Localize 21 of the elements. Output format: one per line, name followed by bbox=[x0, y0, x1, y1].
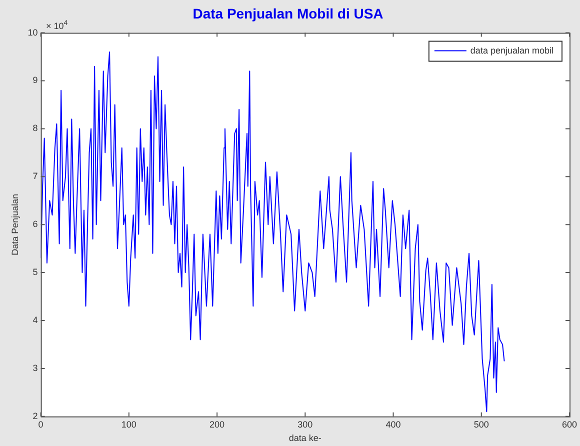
y-tick-label: 4 bbox=[32, 314, 38, 325]
x-tick-label: 200 bbox=[210, 419, 225, 430]
y-tick-label: 6 bbox=[32, 219, 38, 230]
y-tick-label: 7 bbox=[32, 171, 38, 182]
x-tick-label: 100 bbox=[121, 419, 136, 430]
chart-title: Data Penjualan Mobil di USA bbox=[192, 5, 384, 22]
x-tick-label: 600 bbox=[562, 419, 578, 430]
y-tick-label: 9 bbox=[32, 75, 38, 86]
x-tick-label: 500 bbox=[474, 419, 489, 430]
y-tick-label: 10 bbox=[28, 27, 38, 38]
x-tick-label: 300 bbox=[298, 419, 313, 430]
y-tick-label: 2 bbox=[32, 410, 38, 421]
x-tick-label: 400 bbox=[386, 419, 401, 430]
x-tick-label: 0 bbox=[38, 419, 44, 430]
y-axis-title: Data Penjualan bbox=[10, 194, 20, 256]
x-axis-title: data ke- bbox=[288, 433, 322, 444]
text: × 10$^{4}$ bbox=[46, 20, 68, 31]
y-tick-label: 8 bbox=[32, 123, 38, 134]
legend-label: data penjualan mobil bbox=[470, 45, 554, 56]
y-tick-label: 5 bbox=[32, 267, 38, 278]
y-tick-label: 3 bbox=[32, 362, 38, 373]
